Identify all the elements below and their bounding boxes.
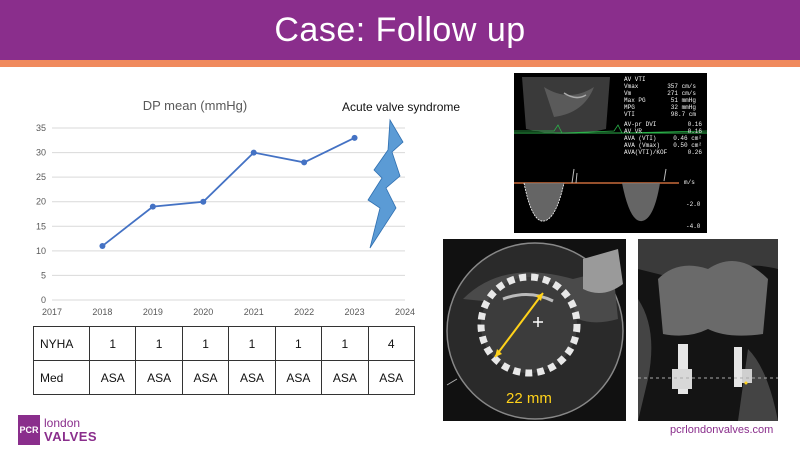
ct-short-axis-image bbox=[443, 239, 626, 421]
measurement-value: 0.16 bbox=[687, 128, 702, 135]
x-tick-label: 2022 bbox=[294, 307, 314, 317]
table-row-label: Med bbox=[33, 360, 90, 395]
ct-measurement-label: 22 mm bbox=[506, 390, 552, 407]
data-point bbox=[301, 159, 308, 166]
measurement-value: 0.50 cm² bbox=[673, 142, 702, 149]
measurement-row: AVA(VTI)/KOF 0.26 bbox=[624, 149, 702, 156]
x-tick-label: 2023 bbox=[345, 307, 365, 317]
x-tick-label: 2018 bbox=[92, 307, 112, 317]
y-tick-label: 20 bbox=[36, 197, 46, 207]
y-tick-label: 25 bbox=[36, 172, 46, 182]
measurement-label: AVA(VTI)/KOF bbox=[624, 149, 668, 156]
annotation-label: Acute valve syndrome bbox=[342, 100, 461, 114]
measurement-label: AV VR bbox=[624, 128, 643, 135]
x-tick-label: 2017 bbox=[42, 307, 62, 317]
slide-title: Case: Follow up bbox=[274, 10, 526, 49]
table-row-label: NYHA bbox=[33, 326, 90, 361]
echo-doppler-image: AV VTI Vmax 357 cm/s Vm 271 cm/s Max PG 51 … bbox=[514, 73, 707, 233]
ct-long-axis-image bbox=[638, 239, 778, 421]
echo-header: AV VTI bbox=[624, 76, 646, 83]
chart-canvas: 0 5 10 15 20 25 30 35 2017 2018 2019 2020 2021 2022 20… bbox=[36, 118, 415, 317]
chart-title: DP mean (mmHg) bbox=[142, 98, 248, 113]
y-tick-label: 0 bbox=[41, 295, 46, 305]
echo-scale-unit: m/s bbox=[684, 179, 695, 186]
measurement-value: 357 cm/s bbox=[667, 83, 696, 90]
logo-text-valves: VALVES bbox=[44, 429, 98, 444]
website-url[interactable]: pcrlondonvalves.com bbox=[670, 424, 774, 436]
echo-scale-tick: -4.0 bbox=[686, 223, 701, 230]
measurement-row: MPG 32 mmHg bbox=[624, 104, 696, 111]
line-chart: 0 5 10 15 20 25 30 35 2017 2018 2019 2020 2021 2022 20… bbox=[30, 90, 460, 320]
pcr-london-valves-logo: PCR london VALVES bbox=[18, 415, 128, 445]
y-tick-label: 15 bbox=[36, 221, 46, 231]
lightning-icon bbox=[367, 118, 404, 249]
echo-measurements-2: AV-pr DVI 0.16 AV VR 0.16 AVA (VTI) 0.46 cm… bbox=[624, 121, 702, 156]
data-point bbox=[351, 134, 358, 141]
x-tick-label: 2020 bbox=[193, 307, 213, 317]
data-point bbox=[99, 242, 106, 249]
measurement-label: AVA (VTI) bbox=[624, 135, 657, 142]
data-point bbox=[250, 149, 257, 156]
table-cell: 1 bbox=[135, 326, 183, 361]
measurement-row: Max PG 51 mmHg bbox=[624, 97, 696, 104]
measurement-value: 98.7 cm bbox=[670, 111, 696, 118]
measurement-row: VTI 98.7 cm bbox=[624, 111, 696, 118]
table-cell: 1 bbox=[274, 326, 323, 361]
table-cell: 1 bbox=[321, 326, 369, 361]
table-cell: ASA bbox=[228, 360, 276, 395]
table-row-nyha: NYHA 1 1 1 1 1 1 4 bbox=[33, 326, 416, 361]
measurement-value: 32 mmHg bbox=[670, 104, 696, 111]
measurement-value: 0.16 bbox=[687, 121, 702, 128]
title-underline bbox=[0, 60, 800, 67]
table-cell: ASA bbox=[367, 360, 416, 395]
measurement-label: Vmax bbox=[624, 83, 639, 90]
ct-long-graphic bbox=[638, 239, 778, 421]
logo-badge: PCR bbox=[18, 415, 40, 445]
ct-graphic bbox=[443, 239, 626, 421]
measurement-row: Vm 271 cm/s bbox=[624, 90, 696, 97]
table-cell: 4 bbox=[367, 326, 416, 361]
series-line bbox=[101, 137, 355, 247]
x-tick-label: 2024 bbox=[395, 307, 415, 317]
table-cell: 1 bbox=[88, 326, 137, 361]
y-tick-label: 10 bbox=[36, 246, 46, 256]
echo-measurements: AV VTI Vmax 357 cm/s Vm 271 cm/s Max PG 51 … bbox=[624, 76, 696, 118]
y-tick-label: 30 bbox=[36, 148, 46, 158]
table-cell: ASA bbox=[181, 360, 230, 395]
title-bar: Case: Follow up bbox=[0, 0, 800, 60]
x-tick-label: 2019 bbox=[143, 307, 163, 317]
table-cell: 1 bbox=[181, 326, 230, 361]
measurement-label: Max PG bbox=[624, 97, 646, 104]
table-cell: ASA bbox=[321, 360, 369, 395]
table-row-med: Med ASA ASA ASA ASA ASA ASA ASA bbox=[33, 360, 416, 395]
table-cell: ASA bbox=[88, 360, 137, 395]
echo-graphic bbox=[514, 73, 707, 233]
measurement-row: AVA (VTI) 0.46 cm² bbox=[624, 135, 702, 142]
y-tick-label: 5 bbox=[41, 270, 46, 280]
table-cell: ASA bbox=[274, 360, 323, 395]
measurement-value: 0.46 cm² bbox=[673, 135, 702, 142]
measurement-row: AVA (Vmax) 0.50 cm² bbox=[624, 142, 702, 149]
measurement-row: Vmax 357 cm/s bbox=[624, 83, 696, 90]
data-point bbox=[200, 198, 207, 205]
table-cell: ASA bbox=[135, 360, 183, 395]
measurement-label: MPG bbox=[624, 104, 635, 111]
x-tick-label: 2021 bbox=[244, 307, 264, 317]
logo-text-london: london bbox=[44, 416, 81, 430]
y-tick-label: 35 bbox=[36, 123, 46, 133]
measurement-label: AV-pr DVI bbox=[624, 121, 657, 128]
measurement-row: AV VR 0.16 bbox=[624, 128, 702, 135]
echo-scale-tick: -2.0 bbox=[686, 201, 701, 208]
measurement-value: 0.26 bbox=[687, 149, 702, 156]
nyha-med-table: NYHA 1 1 1 1 1 1 4 Med ASA ASA ASA ASA A… bbox=[33, 326, 416, 395]
measurement-row: AV-pr DVI 0.16 bbox=[624, 121, 702, 128]
data-point bbox=[149, 203, 156, 210]
measurement-label: Vm bbox=[624, 90, 632, 97]
measurement-label: AVA (Vmax) bbox=[624, 142, 661, 149]
measurement-label: VTI bbox=[624, 111, 635, 118]
table-cell: 1 bbox=[228, 326, 276, 361]
measurement-value: 271 cm/s bbox=[667, 90, 696, 97]
measurement-value: 51 mmHg bbox=[670, 97, 696, 104]
